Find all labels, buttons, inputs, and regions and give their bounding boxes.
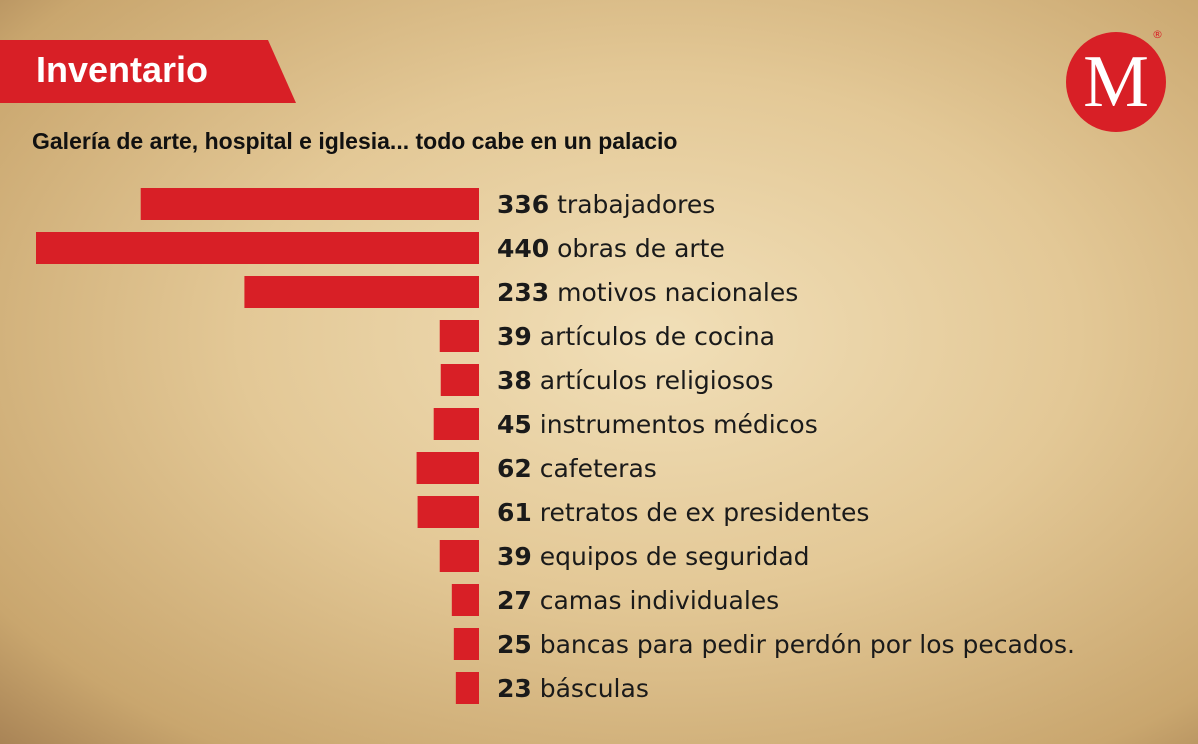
category-label: motivos nacionales bbox=[549, 278, 798, 307]
milenio-logo: M bbox=[1066, 32, 1166, 132]
bar-label: 39 artículos de cocina bbox=[497, 322, 775, 351]
category-label: obras de arte bbox=[549, 234, 725, 263]
data-label-value: 336 bbox=[497, 190, 549, 219]
category-label: bancas para pedir perdón por los pecados… bbox=[532, 630, 1075, 659]
bar-label: 45 instrumentos médicos bbox=[497, 410, 818, 439]
data-label-value: 440 bbox=[497, 234, 549, 263]
category-label: instrumentos médicos bbox=[532, 410, 818, 439]
data-label-value: 62 bbox=[497, 454, 532, 483]
bar bbox=[439, 540, 479, 572]
bar bbox=[440, 364, 479, 396]
category-label: camas individuales bbox=[532, 586, 779, 615]
inventario-banner: Inventario bbox=[0, 40, 296, 103]
category-label: artículos de cocina bbox=[532, 322, 775, 351]
bar bbox=[244, 276, 479, 308]
bar bbox=[451, 584, 479, 616]
banner-label: Inventario bbox=[36, 49, 209, 90]
registered-mark: ® bbox=[1152, 28, 1163, 41]
chart-title: Galería de arte, hospital e iglesia... t… bbox=[32, 128, 678, 154]
category-label: trabajadores bbox=[549, 190, 715, 219]
bar bbox=[417, 496, 479, 528]
data-label-value: 39 bbox=[497, 542, 532, 571]
bar-label: 39 equipos de seguridad bbox=[497, 542, 810, 571]
bar-label: 38 artículos religiosos bbox=[497, 366, 773, 395]
bar-label: 233 motivos nacionales bbox=[497, 278, 798, 307]
bar bbox=[36, 232, 479, 264]
bar bbox=[140, 188, 479, 220]
category-label: cafeteras bbox=[532, 454, 657, 483]
data-label-value: 25 bbox=[497, 630, 532, 659]
bar bbox=[433, 408, 479, 440]
bar-label: 336 trabajadores bbox=[497, 190, 715, 219]
bar-label: 440 obras de arte bbox=[497, 234, 725, 263]
bar bbox=[439, 320, 479, 352]
bar-label: 23 básculas bbox=[497, 674, 649, 703]
data-label-value: 23 bbox=[497, 674, 532, 703]
data-label-value: 61 bbox=[497, 498, 532, 527]
bar-label: 62 cafeteras bbox=[497, 454, 657, 483]
bar-label: 27 camas individuales bbox=[497, 586, 779, 615]
data-label-value: 38 bbox=[497, 366, 532, 395]
data-label-value: 45 bbox=[497, 410, 532, 439]
category-label: equipos de seguridad bbox=[532, 542, 810, 571]
bar bbox=[416, 452, 479, 484]
category-label: básculas bbox=[532, 674, 649, 703]
bar-label: 61 retratos de ex presidentes bbox=[497, 498, 869, 527]
category-label: retratos de ex presidentes bbox=[532, 498, 870, 527]
data-label-value: 39 bbox=[497, 322, 532, 351]
bar bbox=[453, 628, 479, 660]
category-label: artículos religiosos bbox=[532, 366, 774, 395]
bar bbox=[455, 672, 479, 704]
data-label-value: 233 bbox=[497, 278, 549, 307]
data-label-value: 27 bbox=[497, 586, 532, 615]
bar-label: 25 bancas para pedir perdón por los peca… bbox=[497, 630, 1075, 659]
